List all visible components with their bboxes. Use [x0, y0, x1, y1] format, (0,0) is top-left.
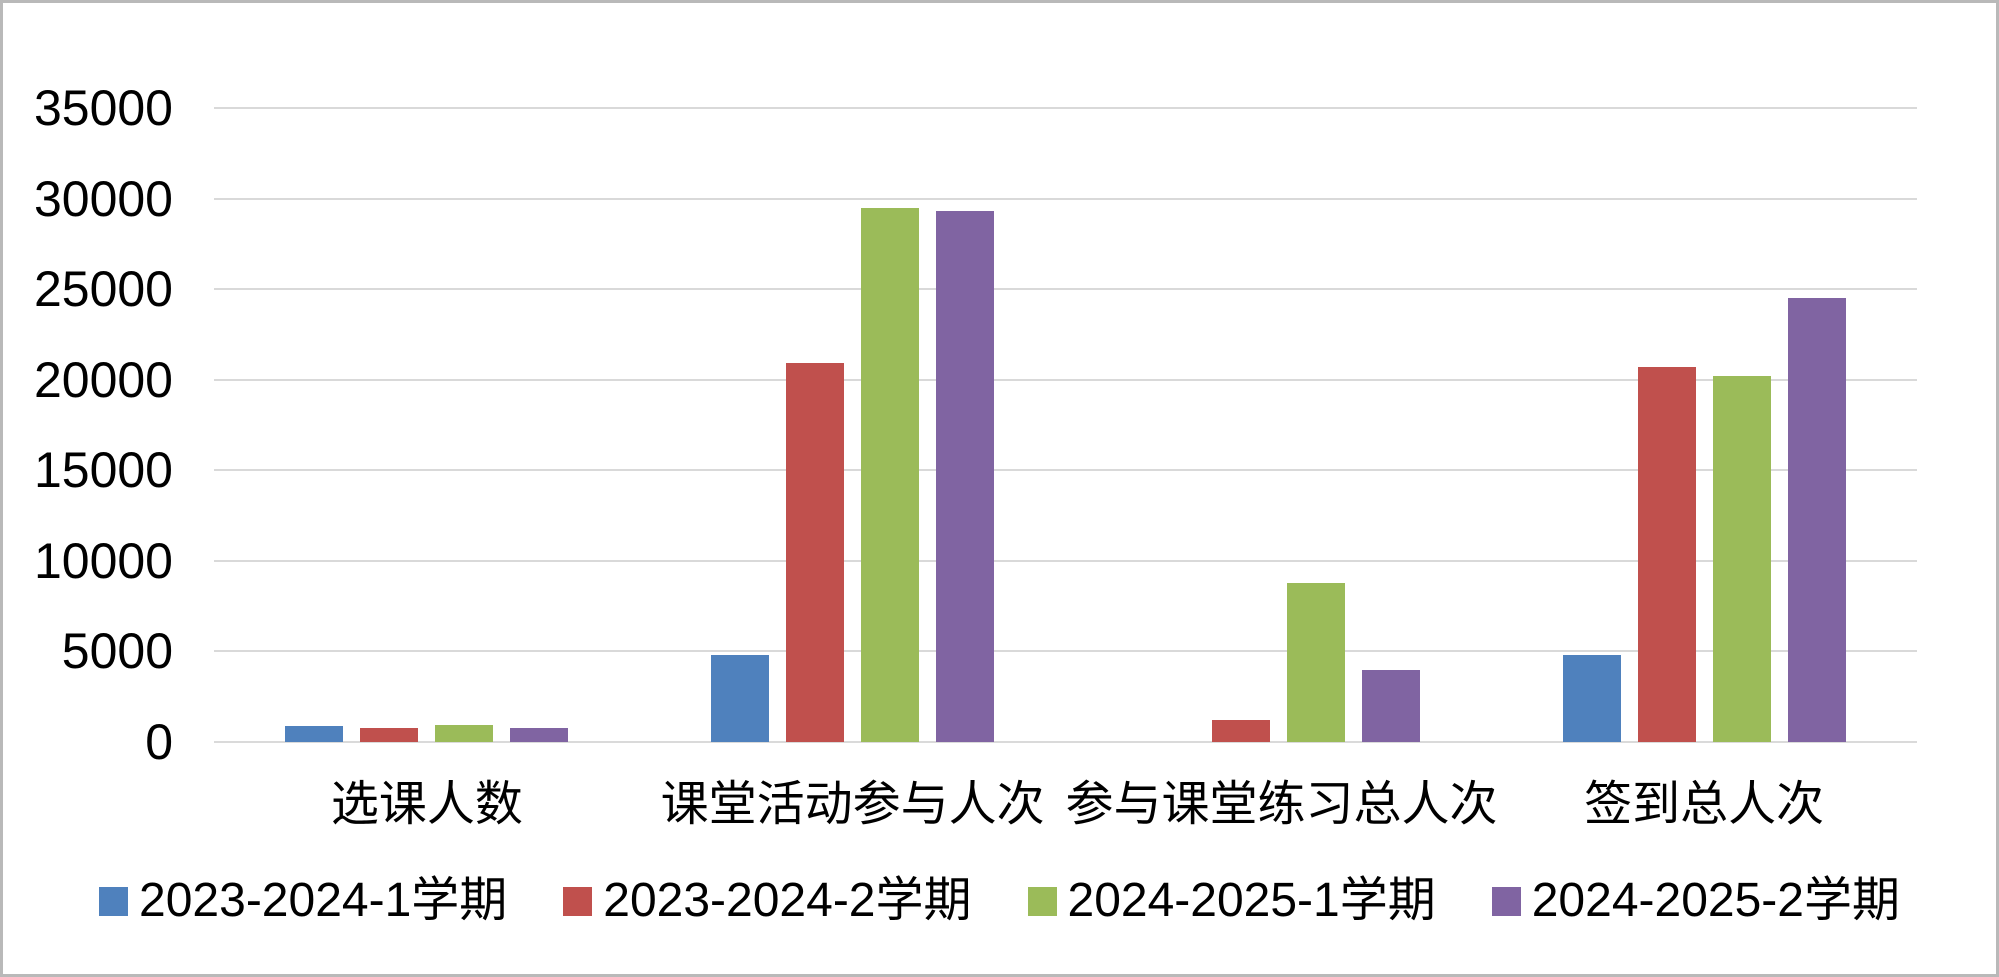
y-axis-label: 10000 [33, 532, 173, 589]
gridline-15000 [214, 469, 1917, 472]
y-axis-label: 35000 [33, 80, 173, 136]
bar-series1-cat1 [285, 725, 344, 742]
y-axis-label: 15000 [33, 442, 173, 499]
legend-swatch-icon [1027, 886, 1057, 916]
legend: 2023-2024-1学期 2023-2024-2学期 2024-2025-1学期 2… [3, 875, 1996, 927]
y-axis-label: 5000 [61, 623, 173, 680]
gridline-10000 [214, 559, 1917, 562]
bar-series4-cat3 [1361, 669, 1420, 742]
x-axis-label: 选课人数 [330, 778, 523, 831]
bar-series2-cat1 [360, 727, 419, 742]
x-axis-label: 签到总人次 [1584, 778, 1825, 831]
bar-series3-cat4 [1712, 376, 1771, 742]
legend-label: 2024-2025-2学期 [1531, 874, 1900, 927]
legend-item-2: 2023-2024-2学期 [563, 874, 972, 927]
bar-series1-cat4 [1562, 655, 1621, 742]
bar-series4-cat2 [936, 211, 995, 742]
bar-series3-cat2 [861, 207, 920, 742]
bar-series3-cat1 [435, 724, 494, 742]
legend-swatch-icon [563, 886, 593, 916]
gridline-35000 [214, 107, 1917, 109]
y-axis-label: 25000 [33, 261, 173, 318]
y-axis-label: 30000 [33, 170, 173, 227]
legend-label: 2023-2024-2学期 [603, 874, 972, 927]
x-axis-label: 参与课堂练习总人次 [1065, 778, 1498, 831]
legend-item-4: 2024-2025-2学期 [1491, 874, 1900, 927]
legend-label: 2023-2024-1学期 [139, 874, 508, 927]
legend-item-1: 2023-2024-1学期 [99, 875, 507, 927]
bar-series4-cat4 [1787, 298, 1846, 742]
bar-series2-cat2 [786, 363, 845, 742]
gridline-30000 [214, 197, 1917, 200]
y-axis-label: 0 [145, 714, 173, 770]
bar-series3-cat3 [1286, 582, 1345, 742]
gridline-25000 [214, 288, 1917, 291]
legend-swatch-icon [99, 886, 129, 916]
x-axis-label: 课堂活动参与人次 [660, 778, 1045, 831]
bar-series2-cat3 [1211, 720, 1270, 742]
x-axis-line [214, 741, 1917, 743]
legend-swatch-icon [1491, 886, 1521, 916]
bar-series4-cat1 [510, 728, 569, 742]
legend-item-3: 2024-2025-1学期 [1027, 874, 1436, 927]
bar-series2-cat4 [1637, 367, 1696, 742]
gridline-20000 [214, 378, 1917, 381]
bar-series1-cat2 [711, 655, 770, 742]
gridline-5000 [214, 650, 1917, 653]
y-axis-label: 20000 [33, 351, 173, 408]
legend-label: 2024-2025-1学期 [1067, 874, 1436, 927]
